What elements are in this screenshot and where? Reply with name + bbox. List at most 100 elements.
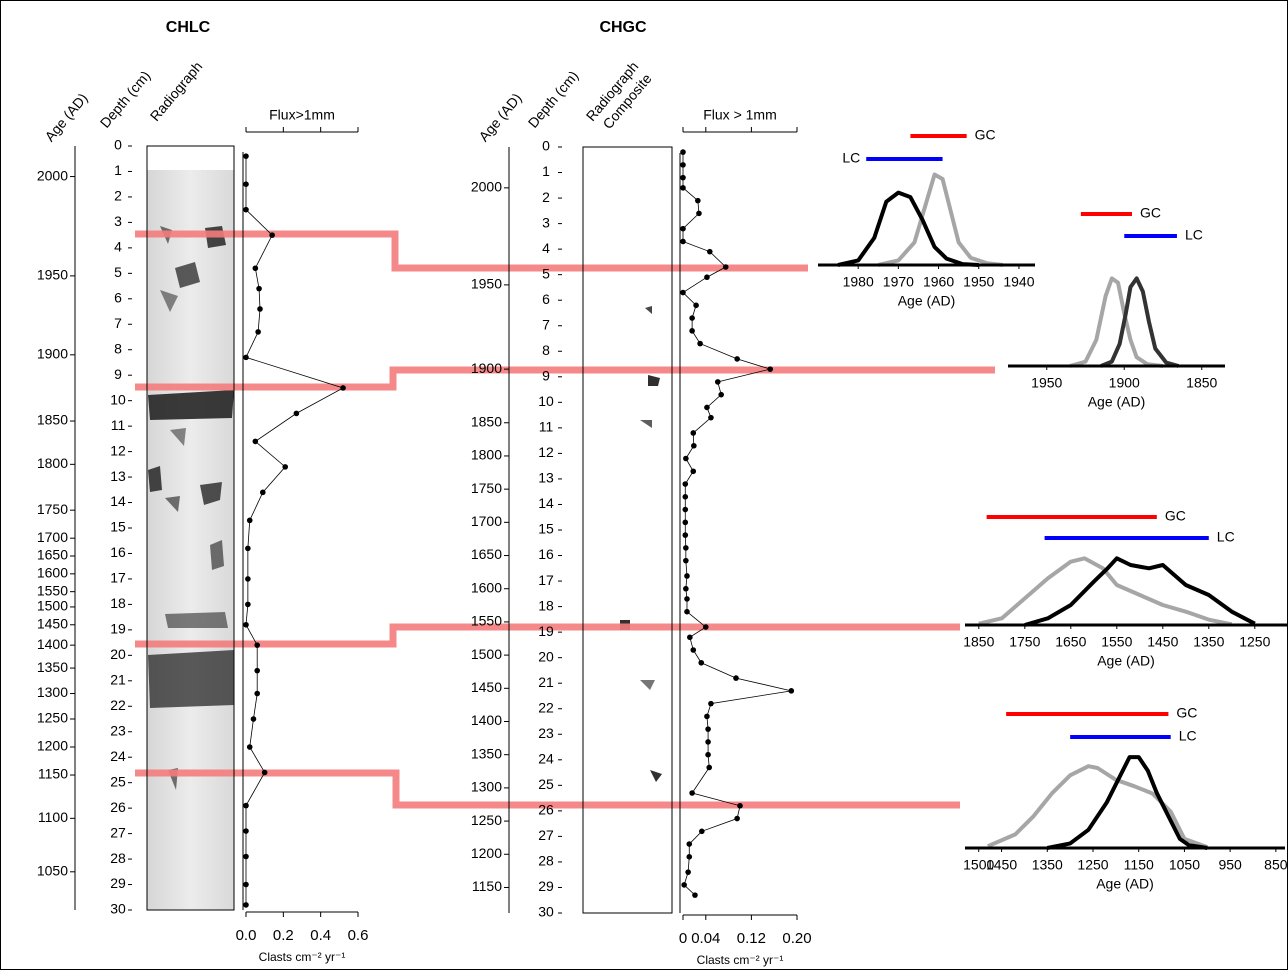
age-tick-label: 1950 xyxy=(471,276,502,292)
flux-point xyxy=(254,668,260,674)
depth-tick-label: 24 xyxy=(538,751,554,767)
range-label: GC xyxy=(975,127,996,143)
flux-point xyxy=(723,264,729,270)
range-label: GC xyxy=(1140,205,1161,221)
flux-point xyxy=(685,869,691,875)
flux-point xyxy=(689,315,695,321)
flux-point xyxy=(715,379,721,385)
depth-tick-label: 14 xyxy=(538,495,554,511)
flux-point xyxy=(243,882,249,888)
depth-tick-label: 17 xyxy=(110,570,126,586)
age-tick-label: 1750 xyxy=(471,480,502,496)
flux-point xyxy=(718,392,724,398)
flux-point xyxy=(695,198,701,204)
x-tick-label: 1650 xyxy=(1055,634,1086,650)
depth-tick-label: 20 xyxy=(110,646,126,662)
x-axis-label: Age (AD) xyxy=(898,293,956,309)
flux-point xyxy=(767,366,773,372)
flux-point xyxy=(243,181,249,187)
depth-tick-label: 12 xyxy=(538,444,554,460)
depth-tick-label: 1 xyxy=(114,162,122,178)
depth-tick-label: 3 xyxy=(114,213,122,229)
flux-point xyxy=(683,586,689,592)
x-tick-label: 0.20 xyxy=(782,930,811,947)
depth-tick-label: 14 xyxy=(110,493,126,509)
flux-point xyxy=(690,468,696,474)
flux-point xyxy=(243,355,249,361)
flux-point xyxy=(704,274,710,280)
age-tick-label: 1050 xyxy=(37,863,68,879)
flux-point xyxy=(708,415,714,421)
depth-tick-label: 7 xyxy=(542,316,550,332)
x-tick-label: 1960 xyxy=(923,274,954,290)
x-tick-label: 1350 xyxy=(1193,634,1224,650)
flux-point xyxy=(282,464,288,470)
flux-point xyxy=(680,290,686,296)
core-title: CHGC xyxy=(599,19,647,36)
age-tick-label: 1200 xyxy=(471,845,502,861)
flux-point xyxy=(680,239,686,245)
flux-point xyxy=(243,207,249,213)
age-tick-label: 1100 xyxy=(38,809,68,825)
age-tick-label: 1300 xyxy=(37,684,68,700)
depth-tick-label: 27 xyxy=(110,824,126,840)
flux-point xyxy=(260,490,266,496)
depth-tick-label: 17 xyxy=(538,572,554,588)
flux-point xyxy=(704,714,710,720)
flux-point xyxy=(245,546,251,552)
depth-tick-label: 20 xyxy=(538,648,554,664)
flux-point xyxy=(693,303,699,309)
flux-point xyxy=(247,744,253,750)
depth-tick-label: 18 xyxy=(110,595,126,611)
x-tick-label: 1450 xyxy=(1147,634,1178,650)
flux-point xyxy=(682,532,688,538)
flux-point xyxy=(686,854,692,860)
flux-point xyxy=(705,752,711,758)
x-tick-label: 1900 xyxy=(1109,375,1140,391)
flux-point xyxy=(682,481,688,487)
x-axis-label: Clasts cm⁻² yr⁻¹ xyxy=(697,953,784,967)
flux-point xyxy=(683,456,689,462)
age-tick-label: 1350 xyxy=(471,745,502,761)
depth-tick-label: 6 xyxy=(114,290,122,306)
flux-point xyxy=(682,494,688,500)
flux-point xyxy=(684,609,690,615)
depth-tick-label: 29 xyxy=(110,875,126,891)
age-tick-label: 1400 xyxy=(471,712,502,728)
flux-point xyxy=(734,816,740,822)
depth-tick-label: 28 xyxy=(110,850,126,866)
age-tick-label: 1850 xyxy=(471,413,502,429)
depth-tick-label: 19 xyxy=(538,623,554,639)
depth-tick-label: 25 xyxy=(110,773,126,789)
flux-point xyxy=(269,232,275,238)
flux-point xyxy=(734,356,740,362)
flux-point xyxy=(243,828,249,834)
depth-tick-label: 24 xyxy=(110,748,126,764)
x-tick-label: 0.0 xyxy=(236,927,257,944)
flux-point xyxy=(681,882,687,888)
age-tick-label: 1250 xyxy=(471,812,502,828)
depth-tick-label: 9 xyxy=(542,368,550,384)
depth-tick-label: 11 xyxy=(111,417,126,433)
depth-tick-label: 23 xyxy=(110,722,126,738)
flux-point xyxy=(699,828,705,834)
age-tick-label: 1750 xyxy=(37,501,68,517)
flux-point xyxy=(733,675,739,681)
depth-tick-label: 26 xyxy=(538,802,554,818)
x-tick-label: 1950 xyxy=(963,274,994,290)
flux-point xyxy=(243,902,249,908)
x-axis-label: Age (AD) xyxy=(1096,876,1154,892)
flux-point xyxy=(680,149,686,155)
flux-point xyxy=(254,691,260,697)
x-tick-label: 950 xyxy=(1218,857,1242,873)
range-label: LC xyxy=(1179,728,1197,744)
flux-point xyxy=(340,385,346,391)
x-tick-label: 1250 xyxy=(1077,857,1108,873)
x-tick-label: 0.04 xyxy=(691,930,720,947)
flux-point xyxy=(704,405,710,411)
flux-point xyxy=(683,545,689,551)
depth-tick-label: 8 xyxy=(114,340,122,356)
x-tick-label: 1850 xyxy=(963,634,994,650)
x-tick-label: 1940 xyxy=(1003,274,1034,290)
depth-tick-label: 5 xyxy=(114,264,122,280)
